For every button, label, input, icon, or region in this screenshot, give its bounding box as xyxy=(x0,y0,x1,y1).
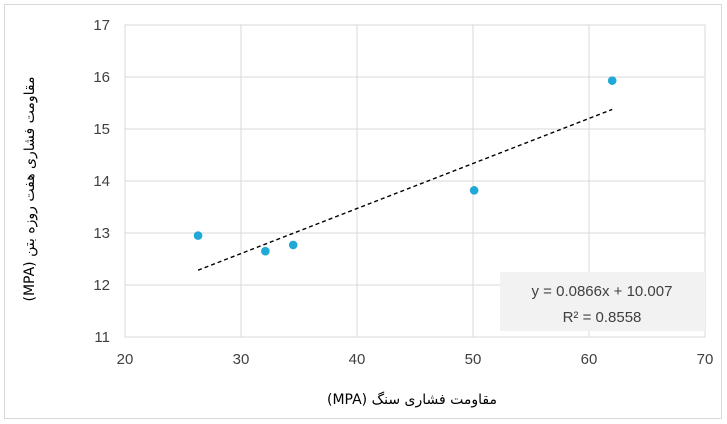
data-point xyxy=(193,231,203,240)
y-tick-label: 17 xyxy=(93,17,110,34)
x-tick-label: 20 xyxy=(117,351,134,368)
x-tick-label: 50 xyxy=(465,351,482,368)
y-tick-label: 11 xyxy=(94,329,110,346)
data-point xyxy=(607,76,617,85)
x-tick-label: 40 xyxy=(349,351,366,368)
data-points xyxy=(193,76,617,256)
trendline xyxy=(197,108,613,271)
y-axis-title: مقاومت فشاری هفت روزه بتن (MPA) xyxy=(22,76,38,301)
plot-area xyxy=(124,24,706,338)
x-axis-title: مقاومت فشاری سنگ (MPA) xyxy=(327,391,497,408)
y-tick-label: 15 xyxy=(93,121,110,138)
x-tick-labels: 20 30 40 50 60 70 xyxy=(117,351,714,368)
x-tick-label: 70 xyxy=(697,351,714,368)
trendline-equation: y = 0.0866x + 10.007 xyxy=(532,283,673,300)
y-tick-label: 16 xyxy=(93,69,110,86)
y-tick-label: 12 xyxy=(93,277,110,294)
data-point xyxy=(261,246,270,256)
equation-box xyxy=(500,272,705,331)
y-tick-labels: 11 12 13 14 15 16 17 xyxy=(93,17,110,346)
y-tick-label: 14 xyxy=(93,173,110,190)
data-point xyxy=(288,240,298,250)
data-point xyxy=(469,186,479,195)
y-tick-label: 13 xyxy=(93,225,110,242)
x-tick-label: 60 xyxy=(581,351,598,368)
r-squared-label: R² = 0.8558 xyxy=(563,309,642,326)
x-tick-label: 30 xyxy=(233,351,250,368)
chart-frame xyxy=(4,4,722,419)
